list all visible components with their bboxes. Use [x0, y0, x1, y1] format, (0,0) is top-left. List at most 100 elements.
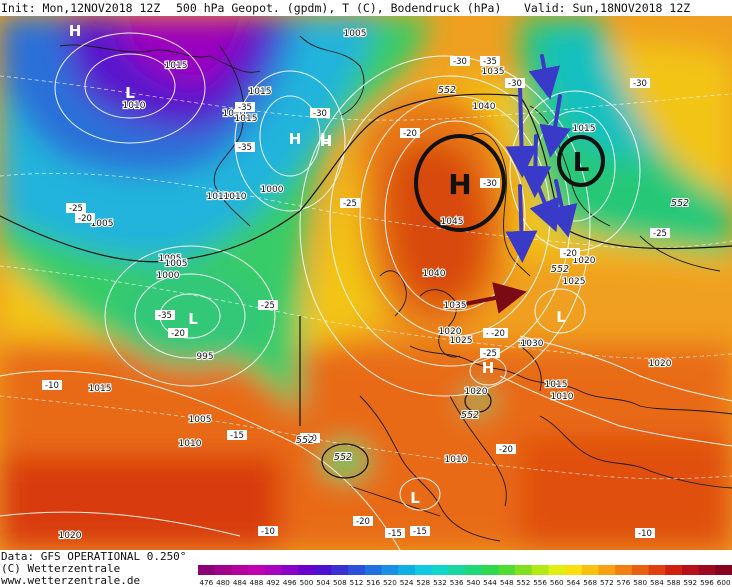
temperature-label: -15	[227, 430, 247, 441]
svg-text:-10: -10	[261, 527, 275, 537]
isobar-label: 1015	[89, 384, 112, 394]
temperature-label: -20	[353, 516, 373, 527]
low-annotation-circle	[557, 135, 605, 187]
geopotential-field	[0, 16, 732, 550]
scale-color-step	[665, 565, 683, 575]
scale-arrow-icon	[726, 565, 732, 575]
svg-text:-20: -20	[171, 329, 185, 339]
svg-text:-15: -15	[230, 431, 244, 441]
scale-color-step	[465, 565, 483, 575]
scale-color-step	[231, 565, 249, 575]
scale-color-step	[631, 565, 650, 575]
scale-tick-label: 584	[650, 578, 664, 587]
high-pressure-label: H	[289, 130, 302, 148]
svg-text:-20: -20	[491, 329, 505, 339]
isobar-label: 1035	[482, 67, 505, 77]
isobar-label: 1010	[224, 192, 247, 202]
scale-color-step	[448, 565, 466, 575]
svg-text:-20: -20	[499, 445, 513, 455]
temperature-label: -35	[155, 310, 175, 321]
geopotential-label: 552	[438, 85, 456, 96]
svg-text:-20: -20	[303, 434, 317, 444]
scale-tick-label: 588	[667, 578, 681, 587]
isobar-label: 1010	[207, 192, 230, 202]
hand-annotations: H L	[414, 54, 605, 314]
isobar-label: 995	[196, 352, 213, 362]
svg-text:-10: -10	[45, 381, 59, 391]
flow-arrow-1	[528, 54, 561, 100]
isobar-label: 1005	[189, 415, 212, 425]
isobar-label: 1015	[165, 61, 188, 71]
website: www.wetterzentrale.de	[1, 574, 141, 587]
svg-text:-25: -25	[261, 301, 275, 311]
scale-tick-label: 576	[617, 578, 631, 587]
geopotential-label: 552	[551, 264, 569, 275]
isobar-label: 1000	[261, 185, 284, 195]
isobar-label: 1015	[545, 380, 568, 390]
scale-color-step	[264, 565, 282, 575]
isobar-label: 1020	[59, 531, 82, 541]
isobar-label: 1010	[123, 101, 146, 111]
scale-color-step	[715, 565, 732, 575]
flow-arrow-3	[539, 94, 571, 158]
svg-text:-35: -35	[238, 143, 252, 153]
scale-color-step	[615, 565, 633, 575]
coastlines	[59, 35, 732, 542]
scale-tick-label: 532	[433, 578, 447, 587]
contour-552-cutoff	[464, 389, 492, 413]
scale-tick-label: 484	[233, 578, 247, 587]
init-time: Init: Mon,12NOV2018 12Z	[1, 1, 161, 15]
scale-tick-label: 512	[350, 578, 364, 587]
scale-color-step	[248, 565, 266, 575]
svg-text:-30: -30	[508, 79, 522, 89]
copyright: (C) Wetterzentrale	[1, 562, 121, 575]
high-annotation-circle	[414, 134, 506, 232]
svg-text:-25: -25	[653, 229, 667, 239]
scale-color-step	[364, 565, 383, 575]
geopotential-color-scale: 476 480 484 488 492 496 500 504 508 512 516 520 524 5…	[198, 565, 732, 587]
map-header: Init: Mon,12NOV2018 12Z 500 hPa Geopot. …	[0, 0, 732, 16]
temperature-label: -25	[480, 348, 500, 359]
scale-tick-label: 544	[483, 578, 497, 587]
scale-tick-label: 540	[466, 578, 480, 587]
geopotential-label: 552	[671, 198, 689, 209]
low-pressure-label: L	[410, 489, 420, 507]
isobar-label: 1015	[573, 124, 596, 134]
temperature-label: -30	[450, 56, 470, 67]
scale-tick-label: 556	[533, 578, 547, 587]
warm-flow-arrow	[453, 282, 527, 314]
svg-text:-15: -15	[388, 529, 402, 539]
scale-tick-label: 564	[567, 578, 581, 587]
scale-tick-label: 600	[717, 578, 731, 587]
scale-tick-label: 548	[500, 578, 514, 587]
temperature-label: -20	[488, 328, 508, 339]
svg-text:-25: -25	[343, 199, 357, 209]
high-annotation-label: H	[448, 168, 471, 201]
isobar-label: 1005	[91, 219, 114, 229]
scale-color-step	[581, 565, 599, 575]
svg-text:-30: -30	[483, 179, 497, 189]
temperature-label: -25	[258, 300, 278, 311]
scale-tick-label: 536	[450, 578, 464, 587]
temperature-label: -20	[496, 444, 516, 455]
scale-tick-label: 560	[550, 578, 564, 587]
contour-552-cutoff-west	[321, 443, 369, 479]
isobar-label: 1005	[165, 259, 188, 269]
scale-color-step	[598, 565, 616, 575]
data-source: Data: GFS OPERATIONAL 0.250°	[1, 550, 187, 563]
isobar-label: 1005	[344, 29, 367, 39]
isobar-label: 1020	[649, 359, 672, 369]
isobar-label: 1040	[423, 269, 446, 279]
low-pressure-label: L	[320, 130, 330, 148]
svg-text:-35: -35	[483, 57, 497, 67]
scale-tick-label: 496	[283, 578, 297, 587]
scale-color-step	[381, 565, 399, 575]
svg-text:-35: -35	[158, 311, 172, 321]
scale-tick-label: 568	[583, 578, 597, 587]
scale-color-step	[648, 565, 666, 575]
scale-tick-label: 504	[316, 578, 330, 587]
isobar-label: 1040	[473, 102, 496, 112]
temperature-label: -30	[480, 178, 500, 189]
temperature-label: -20	[400, 128, 420, 139]
scale-color-step	[281, 565, 299, 575]
